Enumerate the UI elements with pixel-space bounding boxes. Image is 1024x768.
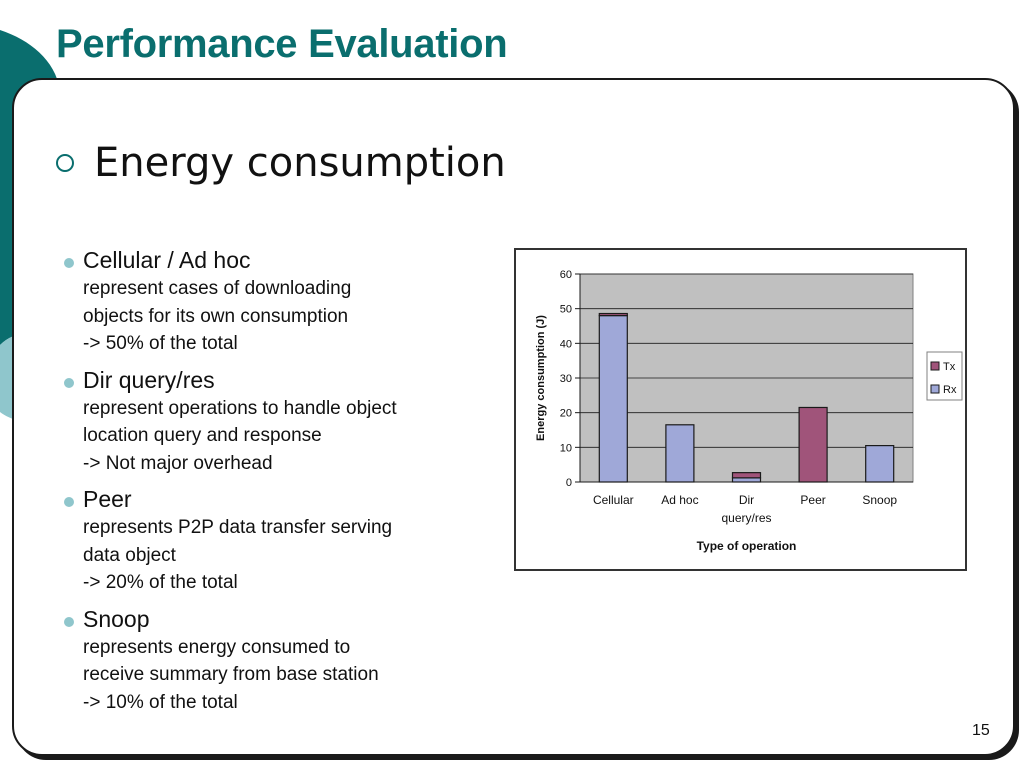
y-tick-label: 0 <box>566 477 572 489</box>
page-number: 15 <box>972 722 990 739</box>
bullet-title: Peer <box>83 486 132 512</box>
bar-tx <box>598 312 628 317</box>
bullet-title: Dir query/res <box>83 366 215 393</box>
bar-tx <box>798 406 828 483</box>
bullet-line: represents energy consumed to <box>83 636 351 658</box>
legend-swatch-rx <box>930 384 940 394</box>
bullet-title: Snoop <box>83 605 150 632</box>
x-tick-label: Cellular <box>593 493 634 507</box>
slide-title: Performance Evaluation <box>56 22 508 66</box>
bar-rx <box>731 477 762 483</box>
bullet-line: -> 50% of the total <box>83 333 238 354</box>
bar-rx <box>865 445 895 483</box>
legend-swatch-tx <box>930 361 940 371</box>
x-tick-label: Snoop <box>862 493 897 507</box>
bullet-line: represent cases of downloading <box>83 278 352 299</box>
bullet-line: data object <box>83 544 176 566</box>
bar-rx <box>665 424 695 483</box>
bullet-title: Cellular / Ad hoc <box>83 247 251 273</box>
bullet-line: represents P2P data transfer serving <box>83 517 393 538</box>
energy-chart-svg: 0 10 20 30 40 50 60 Cellular Ad hoc Dir query/res P… <box>535 269 963 553</box>
bullet-line: location query and response <box>83 425 322 446</box>
y-tick-label: 10 <box>560 442 572 454</box>
y-tick-label: 20 <box>560 408 572 420</box>
energy-chart: 0 10 20 30 40 50 60 Cellular Ad hoc Dir query/res P… <box>514 248 967 571</box>
bar-tx <box>731 472 762 479</box>
bullet-line: -> Not major overhead <box>83 452 273 474</box>
y-tick-label: 40 <box>560 338 572 350</box>
y-tick-label: 50 <box>560 304 572 316</box>
bullet-line: receive summary from base station <box>83 664 379 685</box>
bullet-item: Dir query/res represent operations to han… <box>64 366 484 478</box>
legend-label-tx: Tx <box>943 361 956 373</box>
bullet-dot-icon <box>64 258 74 268</box>
y-axis-title: Energy consumption (J) <box>535 315 547 441</box>
x-tick-label: Ad hoc <box>661 493 698 507</box>
bullet-line: -> 10% of the total <box>83 691 238 713</box>
legend-box <box>926 351 963 401</box>
bullet-line: -> 20% of the total <box>83 572 238 593</box>
bullet-item: Snoop represents energy consumed to receiv… <box>64 605 484 717</box>
bullet-line: represent operations to handle object <box>83 397 397 419</box>
bar-rx <box>598 314 628 483</box>
bullet-dot-icon <box>64 497 74 507</box>
circle-bullet-icon <box>56 154 74 172</box>
bullet-item: Cellular / Ad hoc represent cases of down… <box>64 246 484 358</box>
x-tick-label: Peer <box>800 493 825 507</box>
bullet-dot-icon <box>64 377 74 388</box>
bullet-list: Cellular / Ad hoc represent cases of down… <box>64 246 484 724</box>
x-tick-label: Dir query/res <box>721 493 771 525</box>
bullet-line: objects for its own consumption <box>83 305 349 327</box>
legend-label-rx: Rx <box>943 384 957 396</box>
y-tick-label: 30 <box>560 373 572 385</box>
bullet-dot-icon <box>64 616 74 627</box>
x-axis-title: Type of operation <box>697 539 797 553</box>
bullet-item: Peer represents P2P data transfer serving… <box>64 485 484 597</box>
section-heading-text: Energy consumption <box>94 140 506 186</box>
section-heading: Energy consumption <box>56 140 506 186</box>
y-tick-label: 60 <box>560 269 572 281</box>
